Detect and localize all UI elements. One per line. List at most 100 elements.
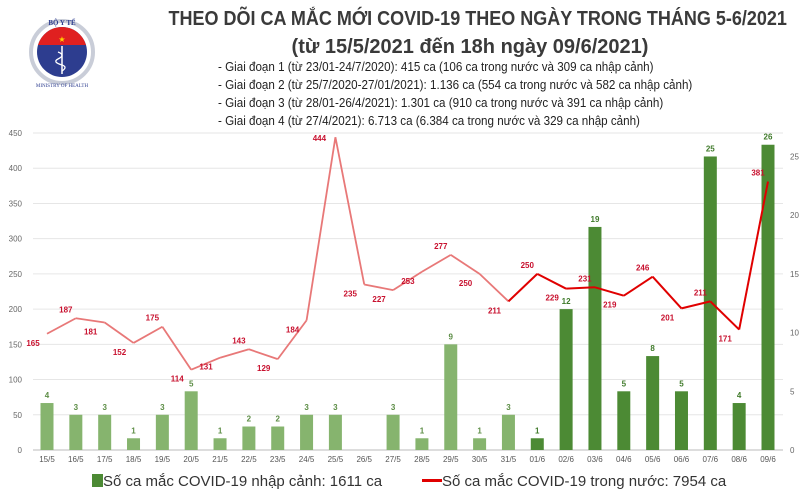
x-axis-tick-label: 18/5: [126, 455, 142, 464]
legend-swatch-line: [422, 479, 442, 482]
stage-1-summary: - Giai đoạn 1 (từ 23/01-24/7/2020): 415 …: [218, 60, 654, 74]
left-axis-tick-label: 200: [9, 305, 23, 314]
line-data-label: 211: [488, 306, 501, 315]
x-axis-tick-label: 07/6: [703, 455, 719, 464]
line-data-label: 152: [113, 348, 127, 357]
left-axis-tick-label: 450: [9, 129, 23, 138]
bar-data-label: 26: [764, 133, 773, 142]
line-data-label: 131: [199, 363, 213, 372]
left-axis-tick-label: 100: [9, 376, 23, 385]
line-data-label: 201: [661, 313, 675, 322]
line-data-label: 184: [286, 325, 300, 334]
bar-data-label: 3: [160, 403, 165, 412]
line-segment: [421, 254, 452, 273]
bar-data-label: 3: [391, 403, 396, 412]
bar-data-label: 5: [679, 379, 684, 388]
line-segment: [334, 137, 366, 285]
bar: [732, 403, 746, 450]
bar: [501, 414, 515, 450]
line-segment: [651, 276, 683, 310]
legend-imported: Số ca mắc COVID-19 nhập cảnh: 1611 ca: [92, 473, 382, 490]
bar-data-label: 12: [562, 297, 571, 306]
bar: [473, 438, 487, 450]
bar: [703, 156, 717, 450]
line-data-label: 143: [232, 336, 246, 345]
bar: [213, 438, 227, 450]
bar-data-label: 4: [737, 391, 742, 400]
line-data-label: 175: [146, 314, 160, 323]
right-axis-tick-label: 15: [790, 270, 799, 279]
line-data-label: 235: [344, 289, 358, 298]
line-data-label: 187: [59, 305, 73, 314]
line-data-label: 250: [459, 279, 473, 288]
bar: [674, 391, 688, 450]
left-axis-tick-label: 0: [18, 446, 23, 455]
left-axis-tick-label: 150: [9, 340, 23, 349]
line-data-label: 114: [171, 375, 184, 384]
bar: [127, 438, 141, 450]
right-axis-tick-label: 10: [790, 329, 799, 338]
line-segment: [276, 319, 308, 360]
x-axis-tick-label: 01/6: [529, 455, 545, 464]
legend-label-imported: Số ca mắc COVID-19 nhập cảnh: 1611 ca: [103, 473, 383, 490]
x-axis-tick-label: 20/5: [183, 455, 199, 464]
x-axis-tick-label: 02/6: [558, 455, 574, 464]
bar-data-label: 2: [247, 415, 252, 424]
x-axis-tick-label: 27/5: [385, 455, 401, 464]
x-axis-tick-label: 23/5: [270, 455, 286, 464]
right-axis-tick-label: 25: [790, 152, 799, 161]
bar: [155, 414, 169, 450]
stage-4-summary: - Giai đoạn 4 (từ 27/4/2021): 6.713 ca (…: [218, 114, 640, 128]
line-data-label: 129: [257, 364, 271, 373]
legend-swatch-bar: [92, 474, 103, 487]
x-axis-tick-label: 16/5: [68, 455, 84, 464]
x-axis-tick-label: 04/6: [616, 455, 632, 464]
line-data-label: 171: [718, 335, 732, 344]
line-segment: [133, 325, 163, 344]
line-segment: [536, 272, 567, 290]
line-data-label: 250: [521, 261, 535, 270]
bar: [98, 414, 112, 450]
stage-2-summary: - Giai đoạn 2 (từ 25/7/2020-27/01/2021):…: [218, 78, 693, 92]
line-segment: [507, 273, 538, 303]
x-axis-tick-label: 06/6: [674, 455, 690, 464]
bar: [444, 344, 458, 450]
x-axis-tick-label: 30/5: [472, 455, 488, 464]
bar: [40, 403, 54, 450]
bar-data-label: 1: [535, 426, 540, 435]
stage-3-summary: - Giai đoạn 3 (từ 28/01-26/4/2021): 1.30…: [218, 96, 664, 110]
right-axis-tick-label: 5: [790, 387, 795, 396]
line-segment: [681, 300, 711, 310]
bar-data-label: 5: [189, 379, 194, 388]
chart-subtitle: (từ 15/5/2021 đến 18h ngày 09/6/2021): [291, 36, 649, 58]
bar-data-label: 25: [706, 144, 715, 153]
line-data-label: 165: [26, 339, 40, 348]
bar: [588, 226, 602, 450]
line-data-label: 381: [751, 169, 765, 178]
bar: [761, 144, 775, 451]
bar-data-label: 9: [449, 332, 454, 341]
x-axis-tick-label: 08/6: [731, 455, 747, 464]
x-axis-tick-label: 21/5: [212, 455, 228, 464]
line-segment: [305, 137, 337, 321]
bar: [271, 426, 285, 450]
bar: [617, 391, 631, 450]
bar: [300, 414, 314, 450]
bar-data-label: 19: [591, 215, 600, 224]
bar-data-label: 8: [650, 344, 655, 353]
x-axis-tick-label: 09/6: [760, 455, 776, 464]
line-segment: [161, 326, 192, 371]
x-axis-tick-label: 05/6: [645, 455, 661, 464]
bar: [646, 356, 660, 450]
line-data-label: 211: [694, 288, 707, 297]
x-axis-tick-label: 24/5: [299, 455, 315, 464]
bar: [242, 426, 256, 450]
bar-data-label: 3: [74, 403, 79, 412]
line-segment: [46, 317, 77, 335]
line-data-label: 231: [578, 274, 592, 283]
bar: [69, 414, 83, 450]
line-data-label: 277: [434, 242, 448, 251]
x-axis-tick-label: 26/5: [356, 455, 372, 464]
bar-data-label: 1: [420, 426, 425, 435]
